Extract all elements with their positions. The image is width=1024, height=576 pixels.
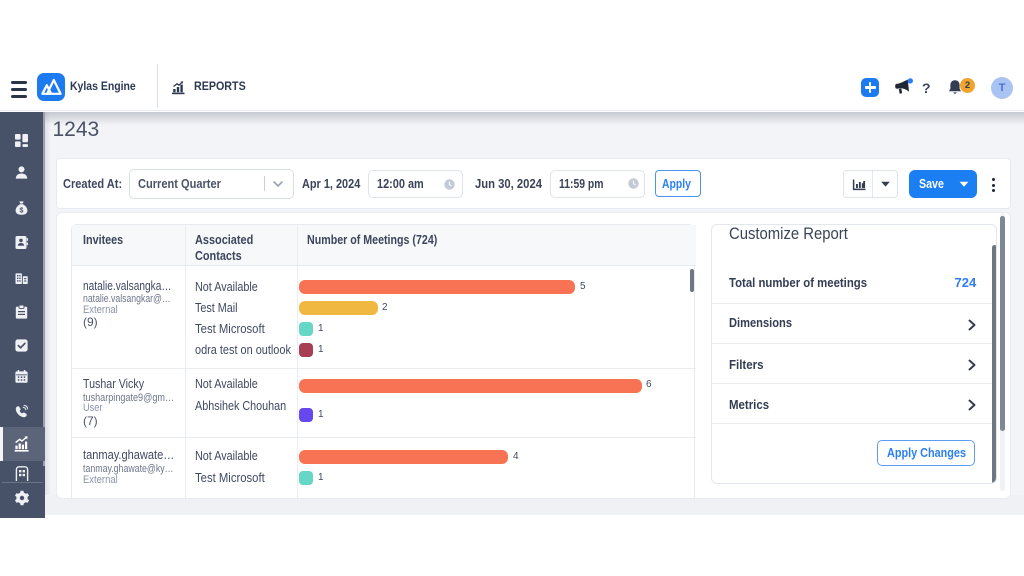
svg-text:$: $ (20, 207, 24, 214)
